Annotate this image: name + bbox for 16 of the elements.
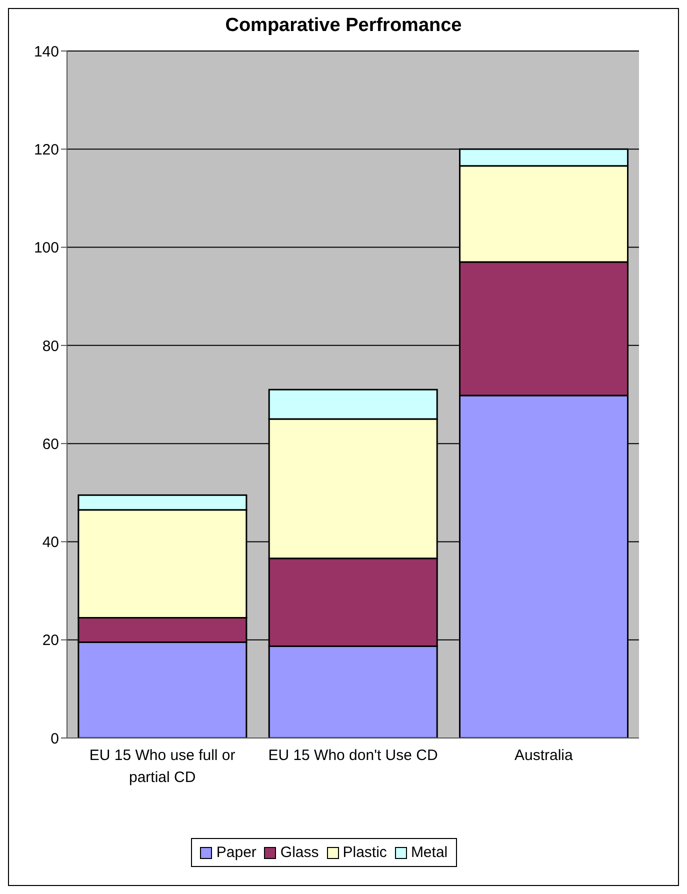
y-tick-label: 120 [34, 141, 59, 158]
x-tick-label: EU 15 Who don't Use CD [268, 747, 438, 764]
chart-title: Comparative Perfromance [224, 15, 463, 37]
y-tick-label: 20 [42, 632, 59, 650]
y-tick-label: 100 [34, 240, 59, 257]
y-tick-label: 140 [34, 43, 59, 60]
legend-label: Paper [215, 844, 256, 861]
y-tick-label: 60 [42, 436, 59, 453]
legend-label: Metal [410, 844, 448, 861]
x-tick-label: EU 15 Who use full or partial CD [89, 747, 236, 786]
y-tick-label: 80 [42, 338, 59, 355]
legend-label: Glass [279, 844, 319, 861]
y-tick-label: 0 [50, 730, 59, 748]
y-tick-label: 40 [42, 534, 59, 552]
x-tick-label: Australia [514, 747, 574, 764]
legend-label: Plastic [342, 844, 387, 861]
